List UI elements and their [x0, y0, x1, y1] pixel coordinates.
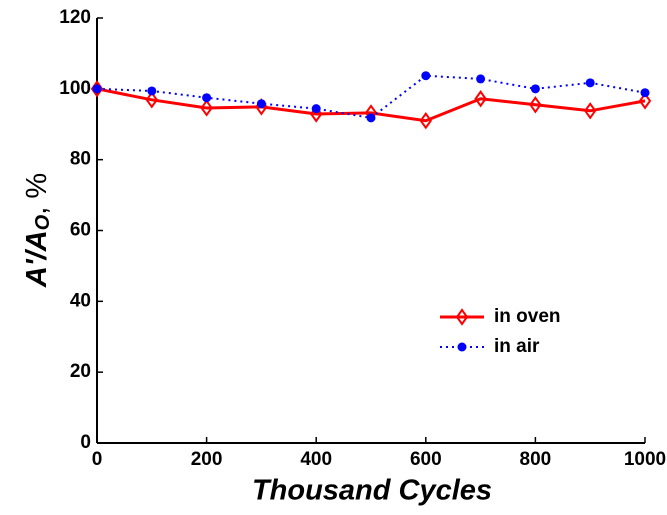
legend-marker — [457, 342, 467, 352]
marker — [585, 78, 595, 88]
y-tick-label: 80 — [70, 149, 91, 170]
marker — [419, 111, 433, 130]
y-tick-label: 0 — [80, 432, 91, 453]
y-label-tail: , % — [21, 173, 53, 215]
y-label-sub: O — [32, 214, 54, 230]
marker — [476, 74, 486, 84]
legend-label: in oven — [494, 306, 561, 327]
x-tick-label: 1000 — [624, 449, 666, 470]
y-tick-label: 20 — [70, 361, 91, 382]
legend-label: in air — [494, 336, 540, 357]
series-line — [96, 74, 646, 119]
marker — [366, 113, 376, 123]
x-tick-label: 0 — [92, 449, 103, 470]
marker — [202, 93, 212, 103]
y-tick-label: 120 — [59, 7, 91, 28]
marker — [311, 104, 321, 114]
marker — [200, 99, 213, 117]
marker — [638, 92, 652, 110]
marker — [147, 86, 157, 96]
y-axis-label: A'/AO, % — [21, 173, 55, 288]
marker — [640, 88, 650, 98]
x-tick-label: 400 — [300, 449, 332, 470]
y-tick-label: 60 — [70, 220, 91, 241]
x-tick-label: 800 — [520, 449, 552, 470]
y-label-main: A'/A — [21, 230, 53, 288]
y-tick-label: 40 — [70, 290, 91, 311]
marker — [421, 71, 431, 81]
marker — [530, 84, 540, 94]
legend-marker — [455, 308, 469, 326]
x-axis-label: Thousand Cycles — [252, 475, 492, 507]
marker — [583, 102, 597, 120]
legend: in oven in air — [440, 306, 561, 357]
marker — [529, 96, 542, 114]
marker — [92, 84, 102, 94]
marker — [256, 99, 266, 109]
marker — [145, 91, 159, 109]
x-tick-label: 200 — [191, 449, 223, 470]
marker — [474, 90, 487, 108]
x-tick-label: 600 — [410, 449, 442, 470]
y-tick-label: 100 — [59, 78, 91, 99]
series-line — [96, 87, 646, 123]
